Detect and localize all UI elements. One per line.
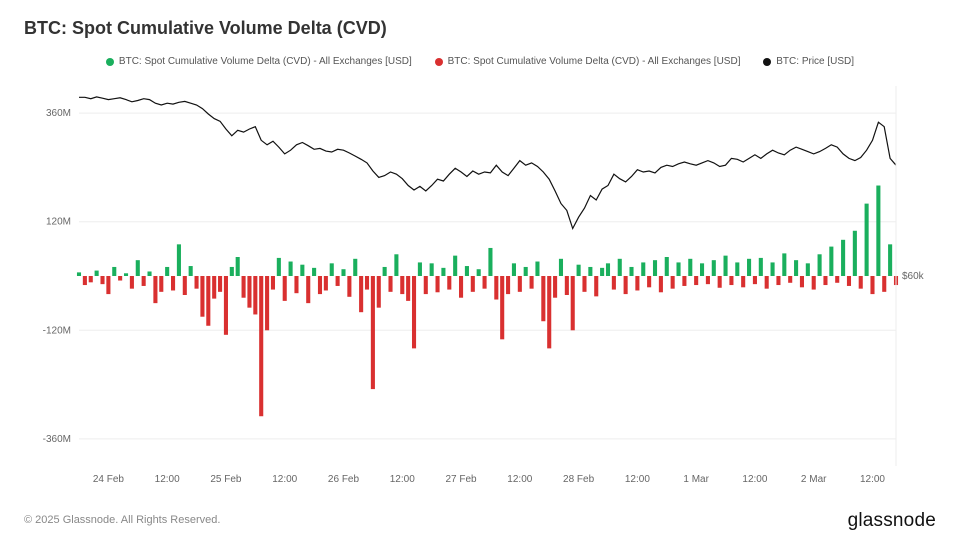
svg-text:1 Mar: 1 Mar <box>683 474 709 485</box>
svg-text:2 Mar: 2 Mar <box>801 474 827 485</box>
svg-text:28 Feb: 28 Feb <box>563 474 595 485</box>
copyright-text: © 2025 Glassnode. All Rights Reserved. <box>24 514 220 526</box>
svg-text:12:00: 12:00 <box>390 474 415 485</box>
brand-logo: glassnode <box>848 510 936 532</box>
svg-text:12:00: 12:00 <box>155 474 180 485</box>
svg-text:360M: 360M <box>46 108 71 119</box>
svg-text:26 Feb: 26 Feb <box>328 474 360 485</box>
svg-text:-120M: -120M <box>43 325 71 336</box>
legend-item-cvd-pos: BTC: Spot Cumulative Volume Delta (CVD) … <box>106 56 412 67</box>
svg-text:24 Feb: 24 Feb <box>93 474 125 485</box>
svg-text:12:00: 12:00 <box>625 474 650 485</box>
svg-text:12:00: 12:00 <box>272 474 297 485</box>
svg-text:-360M: -360M <box>43 434 71 445</box>
svg-text:120M: 120M <box>46 217 71 228</box>
legend-swatch-icon <box>435 58 443 66</box>
svg-text:25 Feb: 25 Feb <box>210 474 242 485</box>
legend-label: BTC: Spot Cumulative Volume Delta (CVD) … <box>448 56 741 67</box>
legend-label: BTC: Price [USD] <box>776 56 854 67</box>
chart-svg: -360M -120M 120M 360M $60k 24 Feb 12:00 25 Feb 1… <box>24 78 936 494</box>
legend-item-price: BTC: Price [USD] <box>763 56 854 67</box>
legend-swatch-icon <box>106 58 114 66</box>
chart-area: -360M -120M 120M 360M $60k 24 Feb 12:00 25 Feb 1… <box>24 78 936 494</box>
svg-text:$60k: $60k <box>902 271 925 282</box>
svg-text:27 Feb: 27 Feb <box>445 474 477 485</box>
legend-item-cvd-neg: BTC: Spot Cumulative Volume Delta (CVD) … <box>435 56 741 67</box>
chart-title: BTC: Spot Cumulative Volume Delta (CVD) <box>24 18 387 39</box>
legend-label: BTC: Spot Cumulative Volume Delta (CVD) … <box>119 56 412 67</box>
svg-text:12:00: 12:00 <box>507 474 532 485</box>
legend-swatch-icon <box>763 58 771 66</box>
svg-text:12:00: 12:00 <box>860 474 885 485</box>
svg-text:12:00: 12:00 <box>742 474 767 485</box>
legend: BTC: Spot Cumulative Volume Delta (CVD) … <box>0 56 960 69</box>
